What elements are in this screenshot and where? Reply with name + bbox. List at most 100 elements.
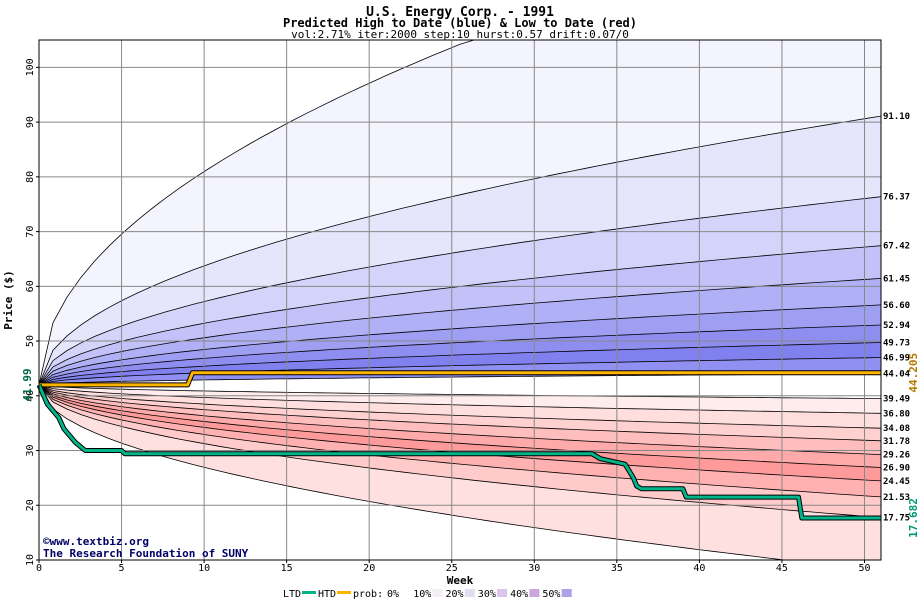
x-tick-label: 15 bbox=[281, 563, 293, 574]
quantile-end-label: 61.45 bbox=[883, 274, 910, 284]
series-lines bbox=[36, 370, 881, 521]
quantile-end-label: 34.08 bbox=[883, 424, 910, 434]
chart-subtitle: Predicted High to Date (blue) & Low to D… bbox=[283, 16, 637, 30]
y-tick-label: 50 bbox=[25, 335, 36, 347]
blue-band bbox=[39, 196, 881, 385]
legend-bin-label: 0% bbox=[387, 589, 399, 600]
blue-band bbox=[39, 304, 881, 385]
y-tick-label: 90 bbox=[25, 116, 36, 128]
x-tick-label: 40 bbox=[693, 563, 705, 574]
legend-htd-swatch bbox=[337, 591, 351, 594]
quantile-end-label: 56.60 bbox=[883, 301, 910, 311]
quantile-line bbox=[38, 357, 882, 386]
quantile-line bbox=[38, 304, 882, 386]
x-tick-label: 50 bbox=[858, 563, 870, 574]
blue-band bbox=[39, 325, 881, 385]
x-tick-label: 45 bbox=[776, 563, 788, 574]
legend-bin-label: 10% bbox=[413, 589, 431, 600]
y-tick-label: 40 bbox=[25, 390, 36, 402]
red-band bbox=[39, 384, 881, 560]
quantile-end-label: 67.42 bbox=[883, 242, 910, 252]
legend-bin-swatch bbox=[497, 589, 508, 597]
credit-line-1: ©www.textbiz.org bbox=[43, 535, 149, 548]
x-tick-label: 30 bbox=[528, 563, 540, 574]
quantile-end-label: 24.45 bbox=[883, 477, 910, 487]
quantile-end-label: 21.53 bbox=[883, 493, 910, 503]
credit-line-2: The Research Foundation of SUNY bbox=[43, 547, 249, 560]
quantile-lines bbox=[38, 39, 882, 561]
y-tick-label: 30 bbox=[25, 445, 36, 457]
x-tick-label: 35 bbox=[611, 563, 623, 574]
legend-bin-swatch bbox=[432, 589, 443, 597]
quantile-end-label: 36.80 bbox=[883, 409, 910, 419]
legend-bin-swatch bbox=[561, 589, 572, 597]
chart-params: vol:2.71% iter:2000 step:10 hurst:0.57 d… bbox=[291, 28, 629, 41]
htd-end-label: 44.205 bbox=[907, 353, 920, 393]
legend-ltd-label: LTD bbox=[283, 589, 301, 600]
quantile-end-label: 49.73 bbox=[883, 339, 910, 349]
quantile-end-label: 39.49 bbox=[883, 395, 910, 405]
quantile-line bbox=[38, 384, 882, 498]
quantile-end-label: 44.04 bbox=[883, 370, 911, 380]
x-tick-label: 0 bbox=[36, 563, 42, 574]
quantile-end-label: 31.78 bbox=[883, 437, 910, 447]
quantile-line bbox=[38, 384, 881, 561]
quantile-line bbox=[38, 196, 882, 386]
legend-ltd-swatch bbox=[302, 591, 316, 594]
legend-bin-label: 50% bbox=[542, 589, 560, 600]
legend-prob-label: prob: bbox=[353, 589, 383, 600]
quantile-end-label: 29.26 bbox=[883, 451, 910, 461]
y-tick-label: 70 bbox=[25, 226, 36, 238]
quantile-line bbox=[38, 384, 882, 518]
quantile-line bbox=[38, 384, 882, 468]
x-tick-label: 5 bbox=[119, 563, 125, 574]
quantile-line bbox=[38, 384, 882, 414]
y-axis-label: Price ($) bbox=[2, 270, 15, 330]
y-tick-label: 20 bbox=[25, 499, 36, 511]
start-price-label: 41.99 bbox=[21, 368, 34, 401]
legend-htd-label: HTD bbox=[318, 589, 336, 600]
red-band bbox=[39, 384, 881, 497]
legend-bin-swatch bbox=[529, 589, 540, 597]
quantile-line bbox=[38, 384, 882, 455]
legend-bin-label: 20% bbox=[446, 589, 464, 600]
red-band bbox=[39, 384, 881, 455]
blue-band bbox=[39, 116, 881, 385]
quantile-end-label: 52.94 bbox=[883, 321, 911, 331]
quantile-end-label: 76.37 bbox=[883, 193, 910, 203]
legend: LTD HTD prob: 0% 10% 20% 30% 40% 50% bbox=[283, 589, 572, 600]
quantile-line bbox=[38, 384, 882, 442]
legend-bin-label: 40% bbox=[510, 589, 528, 600]
legend-bins: 0% 10% 20% 30% 40% 50% bbox=[387, 589, 572, 600]
quantile-line bbox=[38, 115, 882, 386]
y-tick-label: 80 bbox=[25, 171, 36, 183]
blue-band bbox=[39, 245, 881, 385]
quantile-line bbox=[38, 342, 882, 386]
quantile-line bbox=[38, 384, 882, 399]
chart-title: U.S. Energy Corp. - 1991 bbox=[366, 5, 554, 20]
red-band bbox=[39, 384, 881, 468]
quantile-end-label: 17.75 bbox=[883, 514, 910, 524]
x-tick-label: 10 bbox=[198, 563, 210, 574]
quantile-line bbox=[38, 324, 882, 386]
legend-bin-swatch bbox=[464, 589, 475, 597]
quantile-end-label: 26.90 bbox=[883, 463, 910, 473]
htd-line bbox=[39, 371, 881, 387]
quantile-end-label: 46.99 bbox=[883, 354, 910, 364]
ltd-line bbox=[37, 384, 881, 520]
red-band bbox=[39, 384, 881, 429]
y-tick-label: 10 bbox=[25, 554, 36, 566]
blue-band bbox=[39, 342, 881, 385]
red-band bbox=[39, 384, 881, 441]
legend-bin-label: 30% bbox=[478, 589, 496, 600]
quantile-line bbox=[38, 384, 882, 429]
x-tick-label: 20 bbox=[363, 563, 375, 574]
ltd-end-label: 17.682 bbox=[907, 498, 920, 538]
plot-area bbox=[36, 39, 882, 561]
legend-bin-swatch bbox=[400, 589, 411, 597]
y-tick-label: 100 bbox=[25, 58, 36, 76]
middle-band bbox=[39, 373, 881, 399]
red-band bbox=[39, 384, 881, 481]
quantile-end-labels: 91.10 76.37 67.42 61.45 56.60 52.94 49.73 46.99… bbox=[883, 112, 911, 523]
